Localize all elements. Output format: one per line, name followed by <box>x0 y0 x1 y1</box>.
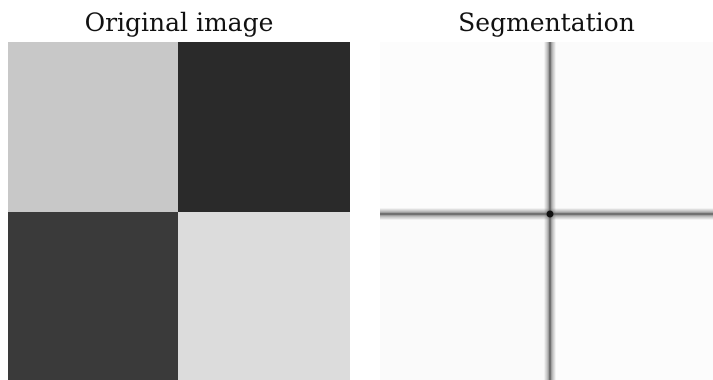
segment-bottom-right <box>554 218 713 380</box>
original-image-title: Original image <box>84 8 274 37</box>
segmentation-title: Segmentation <box>458 8 635 37</box>
segmentation-map <box>380 42 713 380</box>
segmentation-panel <box>380 42 713 380</box>
quadrant-top-right <box>178 42 350 212</box>
original-image-panel <box>8 42 350 380</box>
segment-top-right <box>554 42 713 210</box>
quadrant-top-left <box>8 42 178 212</box>
quadrant-bottom-left <box>8 212 178 380</box>
segment-bottom-left <box>380 218 546 380</box>
segment-top-left <box>380 42 546 210</box>
quadrant-bottom-right <box>178 212 350 380</box>
boundary-intersection <box>546 210 554 218</box>
